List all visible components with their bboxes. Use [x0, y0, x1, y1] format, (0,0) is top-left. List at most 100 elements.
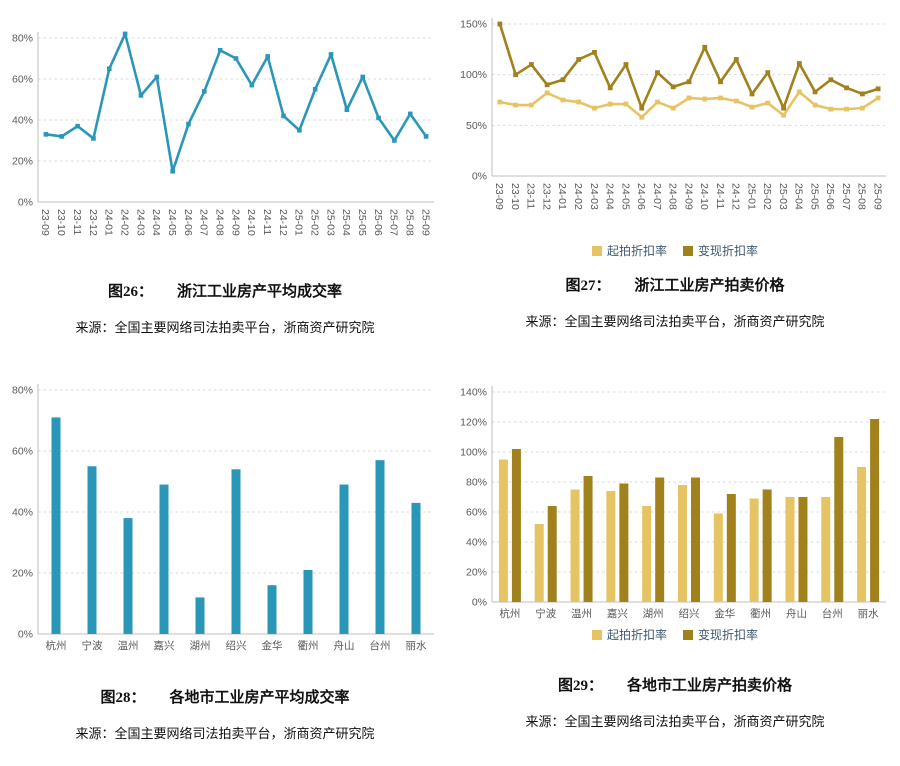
- svg-text:温州: 温州: [571, 608, 592, 620]
- legend-item-bianxian: 变现折扣率: [683, 242, 758, 260]
- svg-text:0%: 0%: [472, 171, 487, 183]
- svg-text:24-07: 24-07: [651, 183, 663, 210]
- svg-text:150%: 150%: [460, 19, 487, 31]
- svg-text:舟山: 舟山: [334, 639, 355, 652]
- svg-text:25-04: 25-04: [340, 209, 352, 236]
- svg-text:24-06: 24-06: [182, 209, 194, 236]
- svg-text:24-01: 24-01: [556, 183, 568, 210]
- legend-label-bianxian: 变现折扣率: [698, 244, 759, 258]
- svg-text:绍兴: 绍兴: [226, 639, 247, 652]
- svg-text:温州: 温州: [118, 640, 139, 652]
- svg-text:23-09: 23-09: [39, 209, 51, 236]
- svg-text:25-08: 25-08: [856, 183, 868, 210]
- svg-text:24-12: 24-12: [277, 209, 289, 236]
- svg-text:140%: 140%: [460, 387, 487, 399]
- svg-text:20%: 20%: [12, 568, 33, 580]
- svg-text:24-01: 24-01: [103, 209, 115, 236]
- svg-text:25-09: 25-09: [871, 183, 883, 210]
- figure-29-title: 各地市工业房产拍卖价格: [627, 678, 793, 694]
- legend-item-qipai: 起拍折扣率: [591, 626, 667, 644]
- svg-text:23-09: 23-09: [493, 183, 505, 210]
- figure-29-source: 来源：全国主要网络司法拍卖平台，浙商资产研究院: [525, 714, 825, 729]
- svg-text:23-10: 23-10: [55, 209, 67, 236]
- figure-26-number: 图26：: [107, 284, 153, 300]
- svg-text:24-12: 24-12: [730, 183, 742, 210]
- svg-text:20%: 20%: [12, 156, 33, 168]
- legend-swatch-light-gold: [591, 630, 602, 640]
- svg-text:0%: 0%: [472, 597, 487, 609]
- svg-text:24-02: 24-02: [572, 183, 584, 210]
- svg-text:舟山: 舟山: [786, 607, 807, 620]
- figure-26: 0% 20% 40% 60% 80% 23-09 23-10 23-11 23-12 24-01 2…: [0, 6, 450, 378]
- chart-28-bars: 0% 20% 40% 60% 80% 杭州 宁波 温州 嘉兴 湖州 绍兴 金华 衢州 舟山 台州 丽水: [6, 378, 444, 662]
- svg-text:25-09: 25-09: [419, 209, 431, 236]
- svg-text:24-11: 24-11: [714, 183, 726, 209]
- figure-27-caption: 图27： 浙江工业房产拍卖价格: [565, 274, 784, 295]
- svg-text:50%: 50%: [466, 120, 487, 132]
- svg-text:40%: 40%: [12, 507, 33, 519]
- svg-text:40%: 40%: [466, 537, 487, 549]
- svg-text:23-11: 23-11: [525, 183, 537, 209]
- svg-text:23-10: 23-10: [509, 183, 521, 210]
- svg-text:24-11: 24-11: [261, 209, 273, 235]
- svg-text:杭州: 杭州: [46, 639, 67, 652]
- figure-26-title: 浙江工业房产平均成交率: [177, 284, 343, 300]
- svg-text:衢州: 衢州: [298, 640, 319, 652]
- svg-text:60%: 60%: [466, 507, 487, 519]
- svg-text:25-06: 25-06: [372, 209, 384, 236]
- legend-label-bianxian: 变现折扣率: [698, 628, 759, 642]
- svg-text:60%: 60%: [12, 446, 33, 458]
- figure-29-caption: 图29： 各地市工业房产拍卖价格: [558, 674, 792, 695]
- legend-item-bianxian: 变现折扣率: [683, 626, 758, 644]
- legend-label-qipai: 起拍折扣率: [606, 244, 667, 258]
- svg-text:24-05: 24-05: [166, 209, 178, 236]
- svg-text:100%: 100%: [460, 447, 487, 459]
- svg-text:丽水: 丽水: [406, 640, 427, 652]
- svg-text:24-05: 24-05: [619, 183, 631, 210]
- svg-text:台州: 台州: [370, 639, 391, 652]
- svg-text:80%: 80%: [12, 385, 33, 397]
- svg-text:25-01: 25-01: [745, 183, 757, 210]
- svg-text:25-05: 25-05: [808, 183, 820, 210]
- svg-text:宁波: 宁波: [535, 607, 556, 620]
- svg-text:24-09: 24-09: [229, 209, 241, 236]
- svg-text:24-08: 24-08: [213, 209, 225, 236]
- svg-text:24-09: 24-09: [682, 183, 694, 210]
- svg-text:23-12: 23-12: [540, 183, 552, 210]
- figure-29-number: 图29：: [557, 678, 603, 694]
- svg-text:24-08: 24-08: [667, 183, 679, 210]
- svg-text:25-02: 25-02: [309, 209, 321, 236]
- chart-27-line: 0% 50% 100% 150% 23-09 23-10 23-11 23-12 24-01 24…: [456, 6, 894, 240]
- legend-label-qipai: 起拍折扣率: [606, 628, 667, 642]
- legend-swatch-dark-gold: [683, 246, 693, 256]
- svg-text:120%: 120%: [460, 417, 487, 429]
- svg-text:0%: 0%: [18, 629, 33, 641]
- svg-text:23-11: 23-11: [71, 209, 83, 235]
- svg-text:25-07: 25-07: [388, 209, 400, 236]
- svg-text:25-07: 25-07: [840, 183, 852, 210]
- svg-text:衢州: 衢州: [750, 608, 771, 620]
- figure-29: 0% 20% 40% 60% 80% 100% 120% 140% 杭州 宁波 温州 嘉兴 湖州 绍兴 金华…: [450, 378, 900, 766]
- svg-text:25-04: 25-04: [793, 183, 805, 210]
- svg-text:24-03: 24-03: [588, 183, 600, 210]
- svg-text:24-06: 24-06: [635, 183, 647, 210]
- chart-29-bars: 0% 20% 40% 60% 80% 100% 120% 140% 杭州 宁波 温州 嘉兴 湖州 绍兴 金华…: [456, 378, 894, 624]
- figure-27: 0% 50% 100% 150% 23-09 23-10 23-11 23-12 24-01 24…: [450, 6, 900, 378]
- chart-29-legend: 起拍折扣率 变现折扣率: [591, 626, 758, 644]
- svg-text:24-10: 24-10: [245, 209, 257, 236]
- chart-26-line: 0% 20% 40% 60% 80% 23-09 23-10 23-11 23-12 24-01 2…: [6, 6, 444, 268]
- svg-text:台州: 台州: [822, 607, 843, 620]
- legend-swatch-light-gold: [591, 246, 602, 256]
- svg-text:宁波: 宁波: [82, 639, 103, 652]
- svg-text:40%: 40%: [12, 115, 33, 127]
- svg-text:24-04: 24-04: [150, 209, 162, 236]
- svg-text:金华: 金华: [262, 639, 283, 652]
- svg-text:80%: 80%: [466, 477, 487, 489]
- svg-text:嘉兴: 嘉兴: [607, 607, 628, 620]
- figure-26-source: 来源：全国主要网络司法拍卖平台，浙商资产研究院: [75, 320, 375, 335]
- figure-27-number: 图27：: [565, 278, 611, 294]
- svg-text:杭州: 杭州: [499, 607, 520, 620]
- svg-text:25-05: 25-05: [356, 209, 368, 236]
- svg-text:丽水: 丽水: [858, 608, 879, 620]
